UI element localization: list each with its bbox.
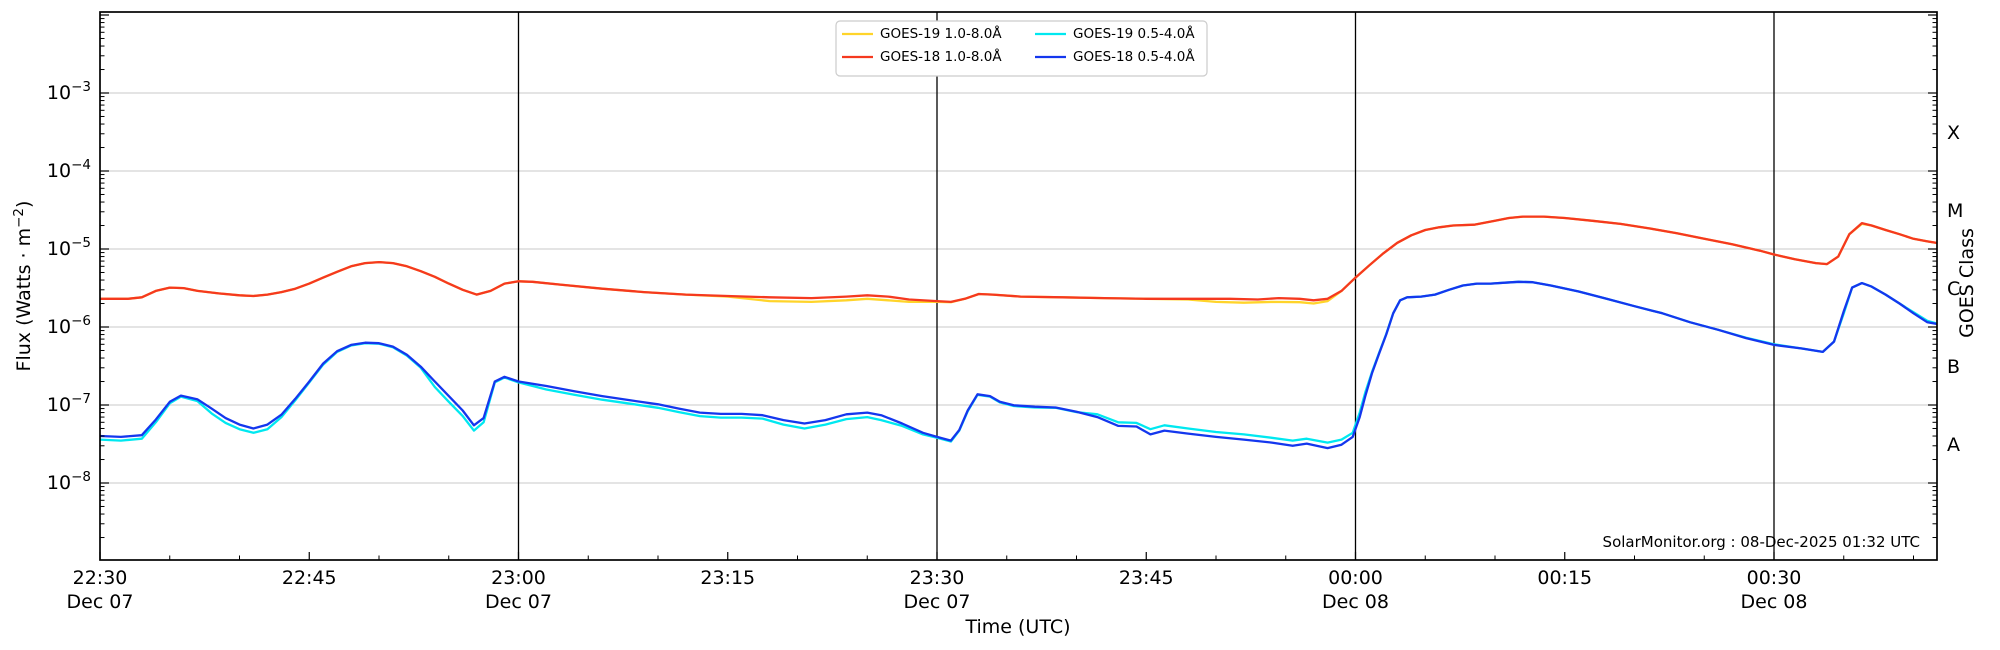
- series-goes19-short: [100, 280, 1937, 444]
- x-tick-label: 22:30: [73, 567, 128, 589]
- series-line-goes19-short: [100, 280, 1937, 444]
- legend-entry-label: GOES-18 0.5-4.0Å: [1073, 48, 1195, 65]
- series-goes18-long: [100, 215, 1937, 304]
- x-tick-label: 00:15: [1537, 567, 1592, 589]
- axis-ticks: [99, 14, 1937, 560]
- y-tick-label: 10−5: [47, 235, 91, 260]
- y-tick-label: 10−8: [47, 469, 91, 494]
- x-tick-date-label: Dec 08: [1322, 591, 1389, 613]
- x-tick-label: 00:00: [1328, 567, 1383, 589]
- plot-border: [99, 11, 1938, 561]
- goes-class-label-x: X: [1947, 122, 1960, 144]
- x-tick-date-label: Dec 08: [1741, 591, 1808, 613]
- x-tick-label: 22:45: [282, 567, 337, 589]
- goes-class-label-m: M: [1947, 200, 1963, 222]
- watermark-solarmonitor: SolarMonitor.org : 08-Dec-2025 01:32 UTC: [1603, 533, 1920, 551]
- legend: GOES-19 1.0-8.0Å GOES-19 0.5-4.0Å GOES-18 …: [835, 20, 1208, 77]
- x-tick-label: 23:15: [700, 567, 755, 589]
- x-tick-label: 00:30: [1747, 567, 1802, 589]
- x-tick-date-label: Dec 07: [485, 591, 552, 613]
- x-tick-label: 23:45: [1119, 567, 1174, 589]
- grid-lines: [100, 92, 1937, 484]
- series-goes18-short: [100, 280, 1937, 450]
- day-boundary-lines: [517, 12, 1775, 560]
- y-tick-labels: 10−3 10−4 10−5 10−6 10−7 10−8: [47, 79, 91, 494]
- y-tick-label: 10−3: [47, 79, 91, 104]
- legend-entry-label: GOES-19 1.0-8.0Å: [880, 25, 1002, 42]
- series-line-goes18-long: [100, 215, 1937, 304]
- legend-entry-label: GOES-19 0.5-4.0Å: [1073, 25, 1195, 42]
- legend-entry-label: GOES-18 1.0-8.0Å: [880, 48, 1002, 65]
- y-tick-label: 10−7: [47, 391, 91, 416]
- y-axis-title-flux: Flux (Watts · m−2): [11, 201, 35, 372]
- x-axis-title: Time (UTC): [964, 616, 1070, 638]
- x-tick-label: 23:00: [491, 567, 546, 589]
- y-tick-label: 10−4: [47, 157, 91, 182]
- goes-class-label-b: B: [1947, 356, 1960, 378]
- x-tick-date-label: Dec 07: [904, 591, 971, 613]
- x-tick-label: 23:30: [910, 567, 965, 589]
- y-axis-title-goes-class: GOES Class: [1956, 228, 1978, 338]
- x-tick-date-label: Dec 07: [67, 591, 134, 613]
- goes-class-label-a: A: [1947, 434, 1960, 456]
- legend-box: [835, 20, 1208, 77]
- y-tick-label: 10−6: [47, 313, 91, 338]
- goes-class-label-c: C: [1947, 278, 1960, 300]
- goes-class-labels: X M C B A: [1947, 122, 1963, 456]
- series-line-goes18-short: [100, 280, 1937, 450]
